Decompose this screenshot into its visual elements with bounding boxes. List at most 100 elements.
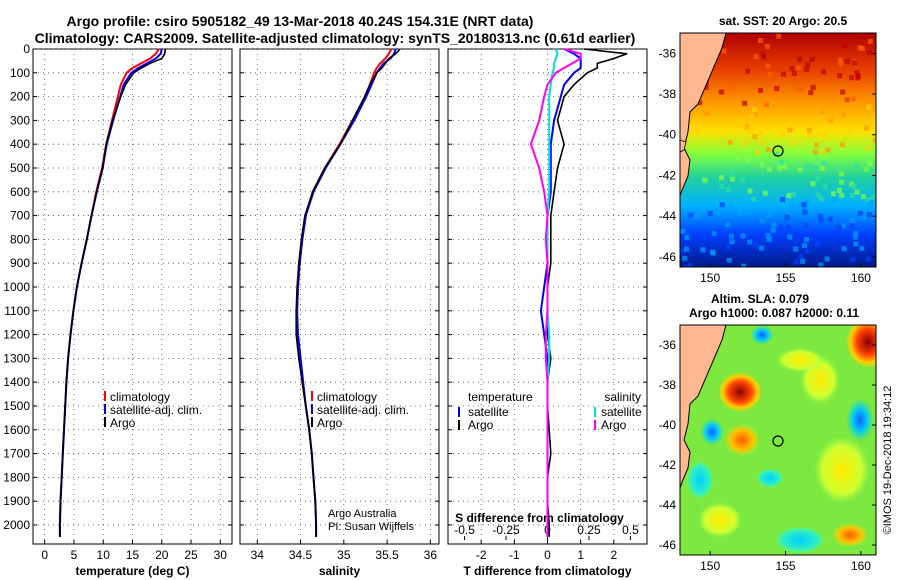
y-tick-label: 1400	[3, 375, 30, 389]
map-x-tick-label: 150	[700, 559, 720, 573]
y-tick-label: 2000	[3, 518, 30, 532]
y-tick-label: 300	[10, 113, 30, 127]
sst-map: sat. SST: 20 Argo: 20.5 150 155 160 -36 -38 -…	[659, 14, 877, 285]
x-tick-label: 35.5	[375, 548, 399, 562]
map-x-tick-label: 155	[776, 559, 796, 573]
sla-land	[680, 325, 727, 489]
s-diff-tick-label: 0.5	[622, 523, 639, 537]
map-x-tick-label: 150	[700, 271, 720, 285]
map-x-tick-label: 155	[776, 271, 796, 285]
y-tick-label: 700	[10, 209, 30, 223]
map-y-tick-label: -36	[659, 46, 677, 60]
y-tick-label: 1600	[3, 423, 30, 437]
legend-salinity-title: salinity	[604, 390, 641, 404]
figure-title-line2: Climatology: CARS2009. Satellite-adjuste…	[35, 30, 636, 46]
differences-panel: -2 -1 0 1 2 T difference from climatology -0.5…	[447, 48, 648, 578]
x-tick-label: 34	[251, 548, 265, 562]
y-tick-label: 200	[10, 90, 30, 104]
legend-label: satellite	[468, 405, 509, 419]
differences-series-s-argo	[529, 48, 582, 537]
sla-map-frame	[679, 324, 877, 556]
y-tick-label: 1800	[3, 470, 30, 484]
y-tick-label: 400	[10, 137, 30, 151]
legend-label: satellite-adj. clim.	[110, 403, 202, 417]
salinity-axes-frame	[239, 48, 440, 545]
salinity-panel: 34 34.5 35 35.5 36 salinity climatologysatelli…	[239, 48, 440, 578]
salinity-xlabel: salinity	[319, 564, 361, 578]
salinity-series-argo	[295, 48, 401, 537]
legend-label: climatology	[317, 390, 377, 404]
sst-map-frame	[679, 32, 877, 268]
y-tick-label: 1100	[4, 304, 30, 318]
x-tick-label: 0	[544, 548, 551, 562]
y-tick-label: 1700	[3, 447, 30, 461]
map-y-tick-label: -40	[659, 128, 677, 142]
x-tick-label: 1	[577, 548, 584, 562]
imos-stamp: ©IMOS 19-Dec-2018 19:34:12	[882, 386, 894, 535]
x-tick-label: 20	[155, 548, 169, 562]
legend-label: Argo	[110, 416, 136, 430]
map-x-tick-label: 160	[851, 559, 871, 573]
x-tick-label: 2	[610, 548, 617, 562]
sla-map-title-line1: Altim. SLA: 0.079	[711, 292, 809, 306]
x-tick-label: -1	[509, 548, 520, 562]
sst-map-title: sat. SST: 20 Argo: 20.5	[719, 14, 848, 28]
y-tick-label: 800	[10, 232, 30, 246]
x-tick-label: 5	[71, 548, 78, 562]
y-tick-label: 1900	[3, 494, 30, 508]
y-tick-label: 1500	[3, 399, 30, 413]
y-tick-label: 900	[10, 256, 30, 270]
differences-series-t-argo	[546, 48, 628, 537]
map-y-tick-label: -42	[659, 168, 677, 182]
temperature-series-argo	[59, 48, 167, 537]
map-y-tick-label: -36	[659, 338, 677, 352]
sst-land-tasmania	[680, 139, 687, 153]
legend-label: satellite-adj. clim.	[317, 403, 409, 417]
differences-xlabel: T difference from climatology	[463, 564, 631, 578]
map-y-tick-label: -38	[659, 378, 677, 392]
figure-title-line1: Argo profile: csiro 5905182_49 13-Mar-20…	[67, 13, 534, 29]
x-tick-label: 0	[41, 548, 48, 562]
legend-label: Argo	[601, 418, 627, 432]
y-tick-label: 1200	[3, 328, 30, 342]
map-y-tick-label: -44	[659, 209, 677, 223]
x-tick-label: 30	[214, 548, 228, 562]
temperature-xlabel: temperature (deg C)	[75, 564, 189, 578]
credit-line1: Argo Australia	[328, 508, 397, 520]
legend-label: climatology	[110, 390, 170, 404]
sla-eddies	[686, 325, 876, 554]
sst-land	[680, 33, 727, 197]
temperature-axes-frame	[32, 48, 233, 545]
y-tick-label: 0	[23, 42, 30, 56]
sla-argo-marker	[772, 435, 784, 447]
legend-label: Argo	[468, 418, 494, 432]
temperature-panel: 0 5 10 15 20 25 30 temperature (deg C) climatolo…	[32, 48, 233, 578]
sst-argo-marker	[772, 145, 784, 157]
x-tick-label: 35	[337, 548, 351, 562]
x-tick-label: 25	[184, 548, 198, 562]
map-x-tick-label: 160	[851, 271, 871, 285]
s-diff-tick-label: 0.25	[577, 523, 601, 537]
y-tick-label: 1000	[3, 280, 30, 294]
map-y-tick-label: -46	[659, 250, 677, 264]
x-tick-label: 10	[97, 548, 111, 562]
legend-temperature-title: temperature	[468, 390, 533, 404]
s-diff-tick-label: -0.5	[454, 523, 475, 537]
map-y-tick-label: -46	[659, 538, 677, 552]
map-y-tick-label: -40	[659, 418, 677, 432]
sla-map: Altim. SLA: 0.079 Argo h1000: 0.087 h200…	[659, 292, 877, 573]
legend-label: satellite	[601, 405, 642, 419]
x-tick-label: -2	[476, 548, 487, 562]
s-diff-xlabel: S difference from climatology	[455, 511, 624, 525]
y-tick-label: 500	[10, 161, 30, 175]
sla-map-title-line2: Argo h1000: 0.087 h2000: 0.11	[689, 306, 859, 320]
y-tick-label: 100	[10, 66, 30, 80]
x-tick-label: 15	[126, 548, 140, 562]
x-tick-label: 36	[424, 548, 438, 562]
map-y-tick-label: -42	[659, 458, 677, 472]
y-tick-label: 600	[10, 185, 30, 199]
map-y-tick-label: -44	[659, 498, 677, 512]
credit-line2: PI: Susan Wijffels	[328, 521, 414, 533]
y-tick-label: 1300	[3, 351, 30, 365]
